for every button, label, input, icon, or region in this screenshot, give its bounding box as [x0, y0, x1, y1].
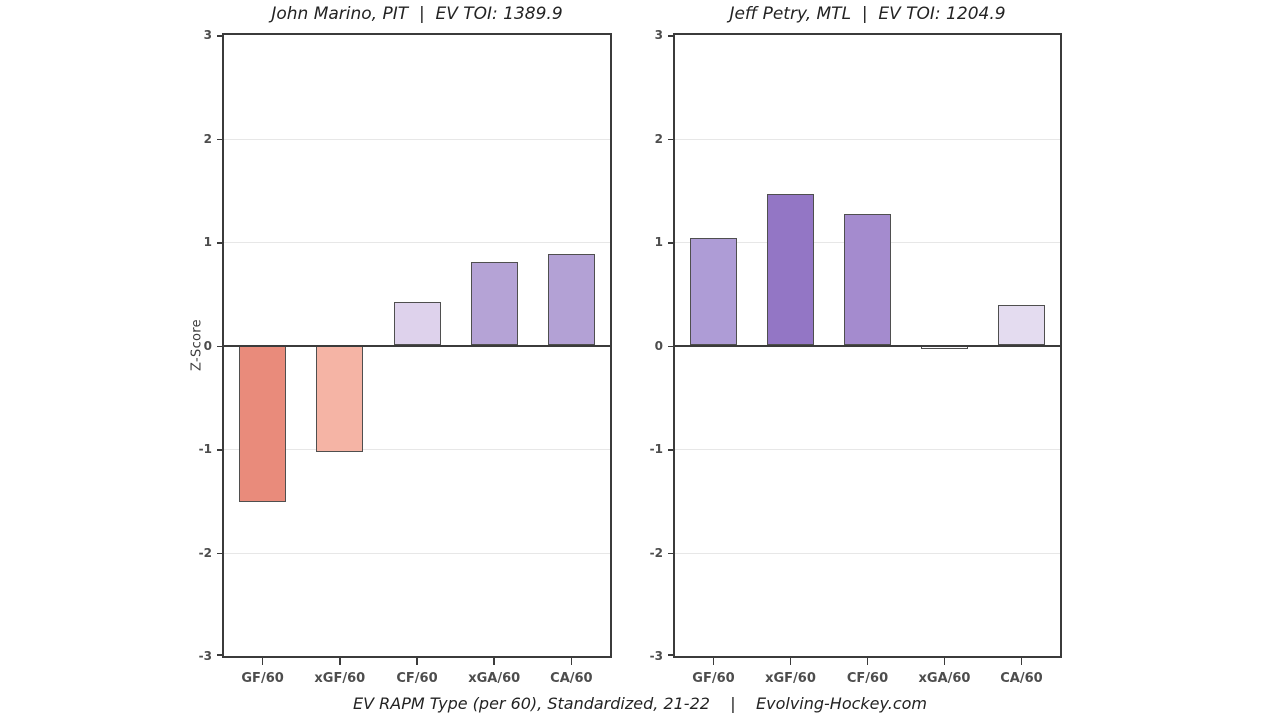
y-tick-label: 2	[654, 131, 663, 146]
x-tick-label: xGF/60	[314, 671, 366, 686]
plot-area-left: 3 2 1 0 -1 -2 -3 GF/60 xGF/60 CF/60 xGA/60 CA/60	[199, 29, 612, 686]
gridline	[224, 552, 610, 554]
x-tick-mark	[943, 658, 946, 665]
y-tick-label: -2	[198, 545, 212, 560]
x-tick-mark	[1020, 658, 1023, 665]
y-tick-mark	[217, 654, 224, 656]
x-tick-mark	[416, 658, 418, 665]
y-tick-mark	[217, 552, 224, 555]
y-tick-mark	[668, 654, 675, 656]
x-tick-label: GF/60	[241, 671, 284, 686]
plot-area-right: 3 2 1 0 -1 -2 -3 GF/60 xGF/60 CF/60 xGA/60 CA/60	[650, 29, 1062, 686]
x-tick-label: GF/60	[692, 671, 735, 686]
y-tick-mark	[668, 552, 675, 555]
y-tick-label: -1	[198, 442, 212, 456]
gridline	[224, 242, 610, 243]
x-tick-mark	[866, 658, 869, 665]
x-tick-mark	[570, 658, 573, 665]
x-tick-mark	[261, 658, 264, 665]
y-tick-label: 3	[203, 28, 212, 42]
gridline	[675, 552, 1060, 554]
x-tick-mark	[789, 658, 792, 665]
x-tick-mark	[712, 658, 715, 665]
bar-ca-60	[998, 305, 1045, 346]
x-tick-label: xGA/60	[468, 671, 521, 686]
y-tick-label: 3	[654, 28, 663, 42]
y-tick-mark	[668, 449, 675, 451]
bar-cf-60	[393, 302, 441, 346]
y-tick-label: 1	[654, 235, 663, 249]
bar-ca-60	[547, 254, 595, 346]
y-tick-label: 2	[203, 131, 212, 146]
bar-xgf-60	[767, 194, 814, 346]
gridline	[224, 138, 610, 140]
gridline	[675, 138, 1060, 140]
y-tick-mark	[217, 138, 224, 141]
bar-cf-60	[844, 214, 891, 346]
bar-gf-60	[690, 237, 737, 346]
zero-line	[675, 344, 1060, 347]
y-tick-mark	[668, 242, 675, 244]
gridline	[224, 449, 610, 450]
y-tick-mark	[668, 35, 675, 37]
x-tick-label: CA/60	[550, 671, 593, 686]
chart-title-right: Jeff Petry, MTL | EV TOI: 1204.9	[729, 4, 1006, 24]
x-tick-label: xGA/60	[918, 671, 971, 686]
y-tick-label: 0	[654, 338, 663, 353]
chart-title-left: John Marino, PIT | EV TOI: 1389.9	[271, 4, 563, 24]
figure-caption: EV RAPM Type (per 60), Standardized, 21-…	[352, 694, 928, 713]
bar-gf-60	[239, 345, 287, 502]
y-tick-mark	[217, 345, 224, 348]
y-tick-label: -2	[649, 545, 663, 560]
gridline	[675, 449, 1060, 450]
zero-line	[224, 344, 610, 347]
x-tick-label: CF/60	[396, 671, 438, 686]
x-tick-mark	[339, 658, 341, 665]
y-tick-label: 0	[203, 338, 212, 353]
y-tick-label: -3	[649, 649, 663, 663]
y-tick-label: -3	[198, 649, 212, 663]
y-tick-mark	[668, 138, 675, 141]
x-tick-mark	[493, 658, 495, 665]
y-tick-mark	[668, 345, 675, 348]
x-tick-label: xGF/60	[765, 671, 816, 686]
bar-xgf-60	[316, 345, 364, 453]
y-tick-label: -1	[649, 442, 663, 456]
x-tick-label: CA/60	[1000, 671, 1043, 686]
y-tick-label: 1	[203, 235, 212, 249]
x-tick-label: CF/60	[846, 671, 889, 686]
y-tick-mark	[217, 449, 224, 451]
y-tick-mark	[217, 242, 224, 244]
bar-xga-60	[470, 261, 518, 346]
y-tick-mark	[217, 35, 224, 37]
